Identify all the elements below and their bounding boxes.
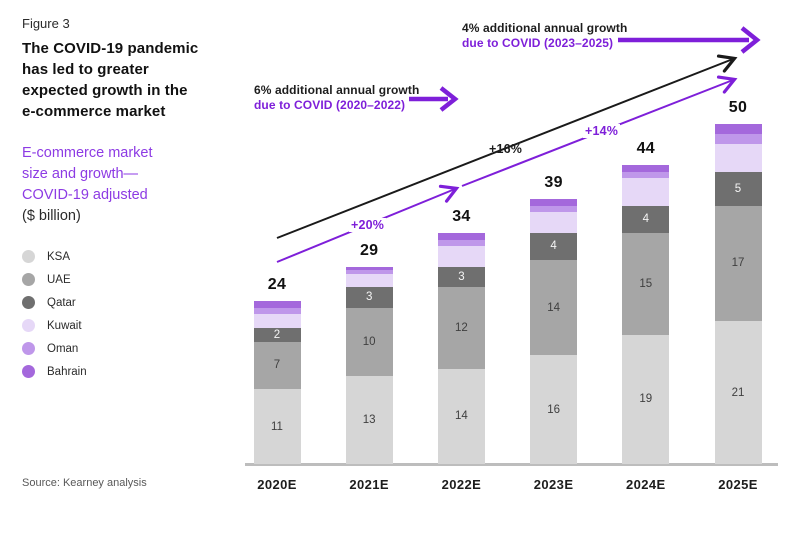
- annotation-4pct-line1: 4% additional annual growth: [462, 21, 628, 35]
- bar-segment-qatar-2024e: 4: [622, 205, 670, 233]
- bar-total-2022e: 34: [452, 207, 471, 225]
- thick-arrow-4pct: [618, 26, 761, 54]
- bar-segment-bahrain-2021e: [345, 266, 393, 271]
- bar-total-2024e: 44: [636, 139, 655, 157]
- legend-label: Oman: [47, 342, 79, 355]
- bar-segment-kuwait-2020e: [253, 314, 301, 328]
- bar-segment-kuwait-2023e: [530, 212, 578, 233]
- legend-label: Qatar: [47, 296, 76, 309]
- legend-label: KSA: [47, 250, 71, 263]
- bar-segment-bahrain-2020e: [253, 300, 301, 308]
- bar-segment-qatar-2023e: 4: [530, 232, 578, 260]
- annotation-6pct-line1: 6% additional annual growth: [254, 83, 420, 97]
- legend-dot-bahrain: [22, 365, 35, 378]
- bar-segment-qatar-2020e: 2: [253, 328, 301, 342]
- bar-segment-oman-2020e: [253, 307, 301, 315]
- legend-dot-ksa: [22, 250, 35, 263]
- bar-segment-qatar-2025e: 5: [714, 171, 762, 206]
- bar-total-2025e: 50: [728, 99, 748, 116]
- cagr-label-plus14: +14%: [583, 124, 621, 138]
- bar-segment-bahrain-2024e: [622, 164, 670, 172]
- figure-title: The COVID-19 pandemic has led to greater…: [22, 40, 199, 120]
- left-text-column: Figure 3 The COVID-19 pandemic has led t…: [22, 16, 237, 227]
- legend-dot-oman: [22, 342, 35, 355]
- annotation-4pct-line2: due to COVID (2023–2025): [462, 36, 614, 50]
- bar-segment-kuwait-2022e: [437, 246, 485, 267]
- legend-label: Kuwait: [47, 319, 82, 332]
- figure-label: Figure 3: [22, 16, 70, 31]
- bar-segment-oman-2021e: [345, 270, 393, 274]
- bar-segment-ksa-2020e: 11: [253, 389, 301, 464]
- bar-segment-kuwait-2021e: [345, 273, 393, 288]
- bar-segment-oman-2023e: [530, 205, 578, 213]
- bar-segment-uae-2023e: 14: [530, 260, 578, 356]
- bar-segment-uae-2024e: 15: [622, 232, 670, 335]
- bar-segment-oman-2025e: [714, 134, 762, 145]
- category-label-2020e: 2020E: [257, 477, 297, 492]
- legend-dot-uae: [22, 273, 35, 286]
- bar-total-2020e: 24: [267, 275, 287, 293]
- legend-item-bahrain: Bahrain: [22, 360, 87, 383]
- legend-label: UAE: [47, 273, 71, 286]
- bar-segment-ksa-2021e: 13: [345, 375, 393, 464]
- bar-segment-bahrain-2022e: [437, 232, 485, 240]
- bar-segment-qatar-2021e: 3: [345, 287, 393, 308]
- figure-subtitle: E-commerce market size and growth— COVID…: [22, 145, 153, 203]
- bar-segment-uae-2021e: 10: [345, 307, 393, 376]
- annotation-6pct-line2: due to COVID (2020–2022): [254, 98, 406, 112]
- legend-item-oman: Oman: [22, 337, 87, 360]
- bar-segment-uae-2020e: 7: [253, 341, 301, 390]
- bar-segment-uae-2025e: 17: [714, 205, 762, 322]
- bar-segment-kuwait-2025e: [714, 144, 762, 172]
- legend-label: Bahrain: [47, 365, 87, 378]
- category-label-2022e: 2022E: [441, 477, 482, 492]
- bar-segment-oman-2022e: [437, 239, 485, 247]
- bar-segment-ksa-2022e: 14: [437, 368, 485, 464]
- bar-segment-oman-2024e: [622, 171, 670, 179]
- bar-segment-ksa-2025e: 21: [714, 321, 762, 464]
- category-label-2021e: 2021E: [349, 477, 389, 492]
- bar-segment-ksa-2024e: 19: [622, 334, 670, 464]
- category-label-2024e: 2024E: [626, 477, 666, 492]
- x-axis-line: [245, 463, 778, 466]
- bar-segment-bahrain-2023e: [530, 198, 578, 206]
- cagr-label-plus20: +20%: [349, 218, 387, 232]
- category-label-2025e: 2025E: [718, 477, 758, 492]
- legend-dot-qatar: [22, 296, 35, 309]
- legend-item-kuwait: Kuwait: [22, 314, 87, 337]
- bar-segment-qatar-2022e: 3: [437, 266, 485, 288]
- annotation-4pct: 4% additional annual growth due to COVID…: [462, 21, 627, 51]
- bar-segment-uae-2022e: 12: [437, 287, 485, 369]
- bar-total-2021e: 29: [359, 241, 379, 259]
- legend-dot-kuwait: [22, 319, 35, 332]
- legend-item-ksa: KSA: [22, 245, 87, 268]
- legend: KSA UAE Qatar Kuwait Oman Bahrain: [22, 245, 87, 383]
- legend-item-qatar: Qatar: [22, 291, 87, 314]
- legend-item-uae: UAE: [22, 268, 87, 291]
- bar-segment-bahrain-2025e: [714, 124, 762, 135]
- bar-segment-kuwait-2024e: [622, 178, 670, 206]
- bar-segment-ksa-2023e: 16: [530, 355, 578, 464]
- source-note: Source: Kearney analysis: [22, 477, 147, 489]
- bar-total-2023e: 39: [544, 173, 563, 191]
- unit-label: ($ billion): [22, 208, 81, 224]
- annotation-6pct: 6% additional annual growth due to COVID…: [254, 83, 419, 113]
- cagr-label-plus16: +16%: [489, 142, 523, 156]
- category-label-2023e: 2023E: [533, 477, 574, 492]
